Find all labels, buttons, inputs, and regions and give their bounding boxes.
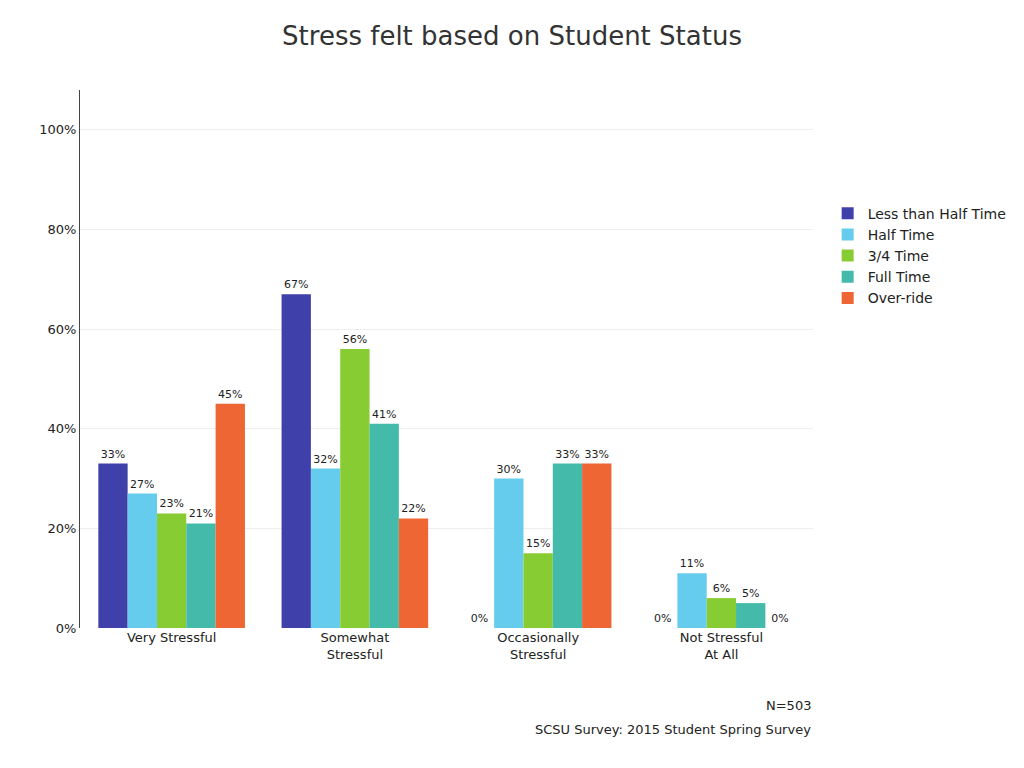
- svg-text:33%: 33%: [555, 448, 579, 461]
- svg-text:Very Stressful: Very Stressful: [127, 630, 216, 645]
- svg-text:33%: 33%: [585, 448, 609, 461]
- svg-text:Stress felt based on Student S: Stress felt based on Student Status: [282, 21, 742, 51]
- svg-text:33%: 33%: [101, 448, 125, 461]
- svg-text:0%: 0%: [56, 621, 77, 636]
- svg-text:32%: 32%: [313, 453, 337, 466]
- svg-text:Less than Half Time: Less than Half Time: [868, 206, 1006, 222]
- svg-text:Not StressfulAt All: Not StressfulAt All: [680, 630, 763, 662]
- svg-text:SomewhatStressful: SomewhatStressful: [320, 630, 389, 662]
- svg-text:15%: 15%: [526, 537, 550, 550]
- svg-text:80%: 80%: [47, 222, 76, 237]
- svg-text:21%: 21%: [189, 507, 213, 520]
- svg-text:N=503: N=503: [766, 698, 811, 713]
- svg-text:0%: 0%: [771, 612, 788, 625]
- svg-text:40%: 40%: [47, 421, 76, 436]
- svg-text:Over-ride: Over-ride: [868, 290, 933, 306]
- svg-text:45%: 45%: [218, 388, 242, 401]
- svg-text:6%: 6%: [713, 582, 730, 595]
- svg-text:SCSU Survey: 2015 Student Spri: SCSU Survey: 2015 Student Spring Survey: [535, 722, 811, 737]
- svg-text:67%: 67%: [284, 278, 308, 291]
- svg-text:0%: 0%: [654, 612, 671, 625]
- svg-text:27%: 27%: [130, 478, 154, 491]
- svg-text:100%: 100%: [39, 122, 76, 137]
- svg-text:22%: 22%: [401, 502, 425, 515]
- svg-text:OccasionallyStressful: OccasionallyStressful: [497, 630, 579, 662]
- svg-text:41%: 41%: [372, 408, 396, 421]
- svg-text:Half Time: Half Time: [868, 227, 935, 243]
- svg-text:0%: 0%: [471, 612, 488, 625]
- svg-text:23%: 23%: [159, 497, 183, 510]
- svg-text:56%: 56%: [343, 333, 367, 346]
- svg-text:60%: 60%: [47, 322, 76, 337]
- svg-text:30%: 30%: [497, 463, 521, 476]
- svg-text:20%: 20%: [47, 521, 76, 536]
- svg-text:3/4 Time: 3/4 Time: [868, 248, 929, 264]
- svg-text:Full Time: Full Time: [868, 269, 931, 285]
- svg-text:11%: 11%: [680, 557, 704, 570]
- svg-text:5%: 5%: [742, 587, 759, 600]
